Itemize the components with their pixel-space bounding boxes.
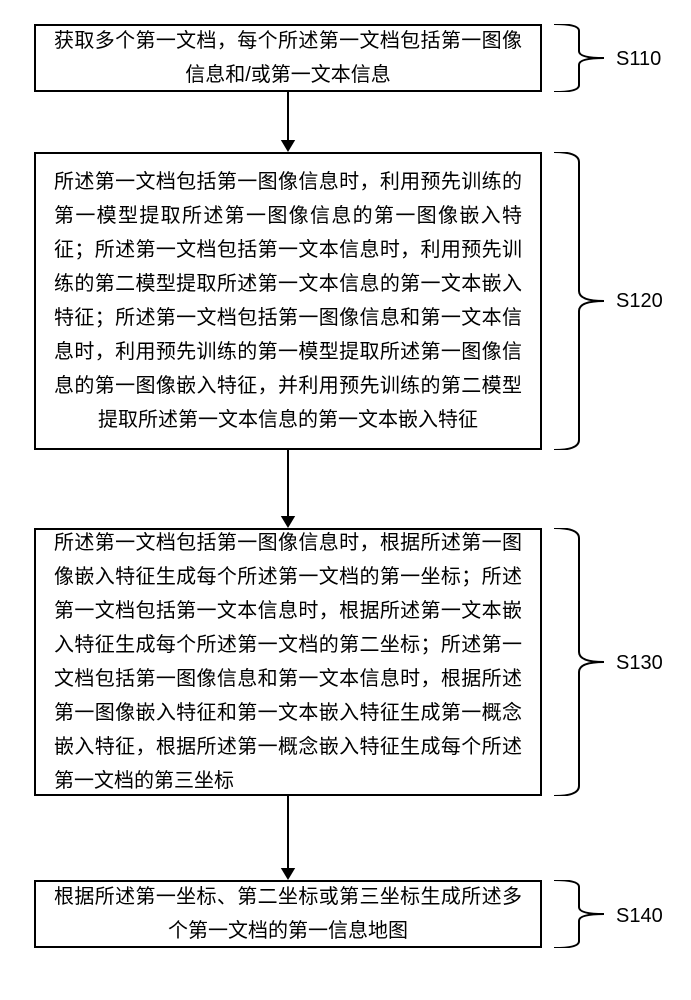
- flow-arrow: [273, 450, 303, 530]
- flow-step-s130: 所述第一文档包括第一图像信息时，根据所述第一图像嵌入特征生成每个所述第一文档的第…: [34, 528, 542, 796]
- flow-step-text: 获取多个第一文档，每个所述第一文档包括第一图像信息和/或第一文本信息: [54, 24, 522, 92]
- flow-step-text: 所述第一文档包括第一图像信息时，利用预先训练的第一模型提取所述第一图像信息的第一…: [54, 165, 522, 437]
- flow-step-text: 根据所述第一坐标、第二坐标或第三坐标生成所述多个第一文档的第一信息地图: [54, 880, 522, 948]
- brace-s120: [554, 152, 608, 450]
- flow-step-label-s140: S140: [616, 905, 663, 928]
- flow-step-s120: 所述第一文档包括第一图像信息时，利用预先训练的第一模型提取所述第一图像信息的第一…: [34, 152, 542, 450]
- brace-s140: [554, 880, 608, 948]
- flow-step-label-s120: S120: [616, 290, 663, 313]
- brace-s110: [554, 24, 608, 92]
- flow-arrow: [273, 796, 303, 882]
- brace-s130: [554, 528, 608, 796]
- flow-step-label-s130: S130: [616, 652, 663, 675]
- flow-arrow: [273, 92, 303, 154]
- flow-step-s140: 根据所述第一坐标、第二坐标或第三坐标生成所述多个第一文档的第一信息地图: [34, 880, 542, 948]
- flow-step-label-s110: S110: [616, 48, 661, 71]
- flow-step-s110: 获取多个第一文档，每个所述第一文档包括第一图像信息和/或第一文本信息: [34, 24, 542, 92]
- flow-step-text: 所述第一文档包括第一图像信息时，根据所述第一图像嵌入特征生成每个所述第一文档的第…: [54, 526, 522, 798]
